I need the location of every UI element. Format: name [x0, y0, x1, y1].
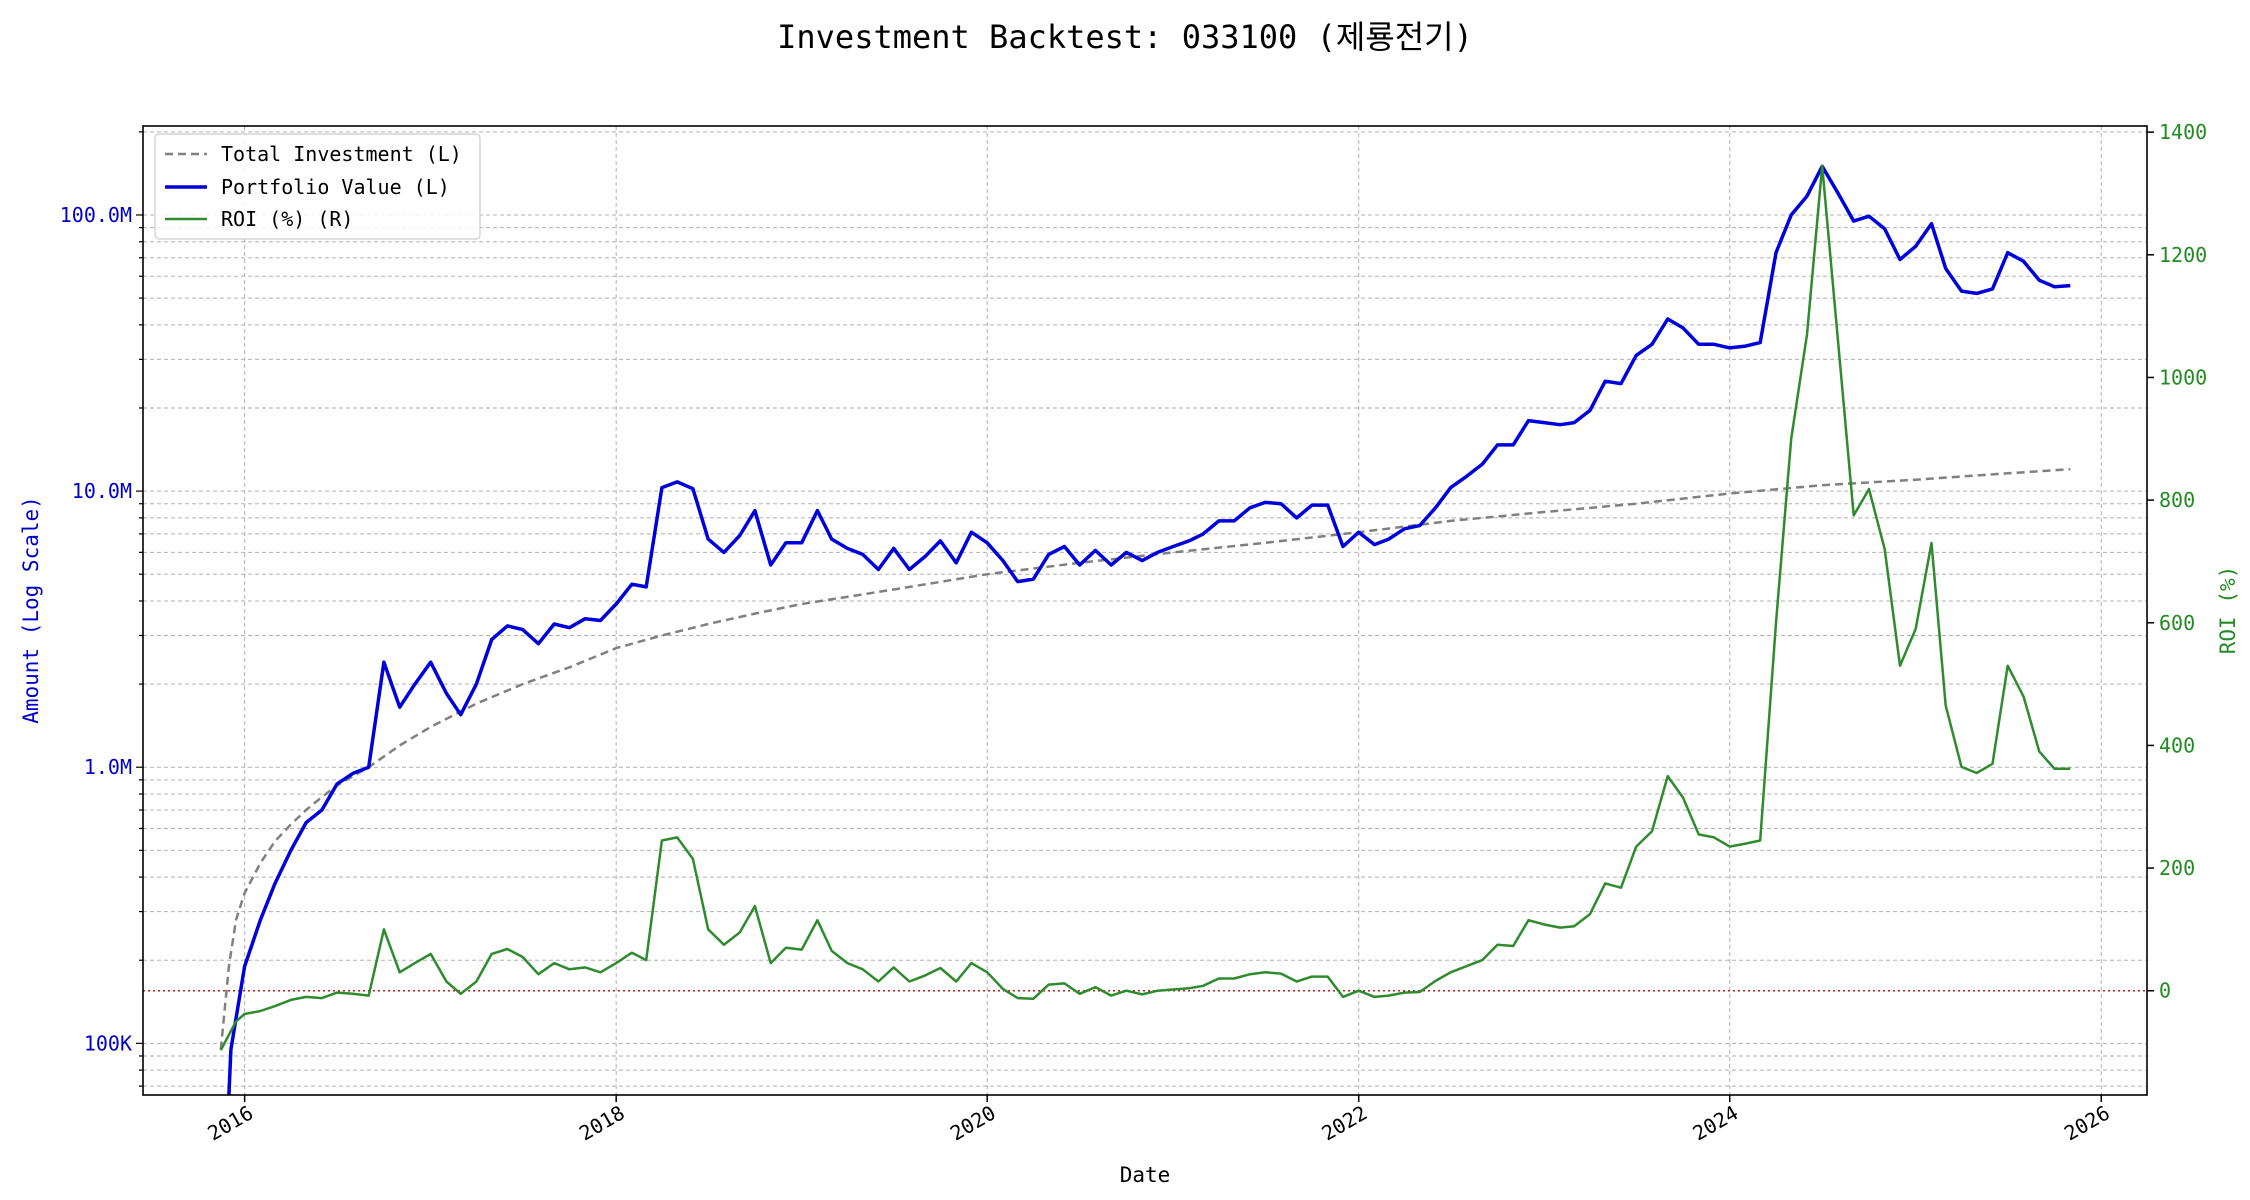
legend: Total Investment (L) Portfolio Value (L)… — [154, 133, 481, 240]
x-tick-label: 2026 — [2060, 1101, 2114, 1146]
left-tick-label: 1.0M — [84, 755, 132, 779]
x-tick-label: 2018 — [575, 1101, 629, 1146]
x-tick-label: 2020 — [946, 1101, 1000, 1146]
legend-label-portfolio-value: Portfolio Value (L) — [221, 175, 450, 199]
right-tick-label: 200 — [2159, 856, 2195, 880]
legend-label-roi: ROI (%) (R) — [221, 207, 353, 231]
right-tick-label: 1000 — [2159, 365, 2207, 389]
total-investment-line — [219, 467, 2071, 1050]
grid — [143, 126, 2147, 1095]
right-axis-label: ROI (%) — [2216, 566, 2240, 655]
right-tick-label: 0 — [2159, 979, 2171, 1003]
legend-label-total-investment: Total Investment (L) — [221, 142, 462, 166]
chart-title: Investment Backtest: 033100 (제룡전기) — [777, 18, 1473, 56]
legend-box — [154, 133, 481, 240]
left-axis-ticks: 100K 1.0M 10.0M 100.0M — [60, 131, 143, 1087]
x-tick-label: 2022 — [1317, 1101, 1371, 1146]
x-axis-label: Date — [1120, 1163, 1171, 1187]
plot-frame — [142, 125, 2148, 1096]
roi-line — [219, 164, 2071, 1051]
right-tick-label: 1200 — [2159, 243, 2207, 267]
x-tick-label: 2024 — [1689, 1101, 1743, 1146]
right-tick-label: 800 — [2159, 488, 2195, 512]
right-tick-label: 600 — [2159, 611, 2195, 635]
x-axis-ticks: 2016 2018 2020 2022 2024 2026 — [203, 1095, 2114, 1146]
right-axis-ticks: 0 200 400 600 800 1000 1200 1400 — [2147, 120, 2207, 1003]
left-axis-label: Amount (Log Scale) — [19, 496, 43, 724]
right-tick-label: 1400 — [2159, 120, 2207, 144]
portfolio-value-line — [227, 164, 2071, 1096]
left-tick-label: 100.0M — [60, 203, 132, 227]
plot-area — [219, 164, 2071, 1096]
left-tick-label: 10.0M — [72, 479, 132, 503]
left-tick-label: 100K — [84, 1031, 132, 1055]
right-tick-label: 400 — [2159, 733, 2195, 757]
x-tick-label: 2016 — [203, 1101, 257, 1146]
